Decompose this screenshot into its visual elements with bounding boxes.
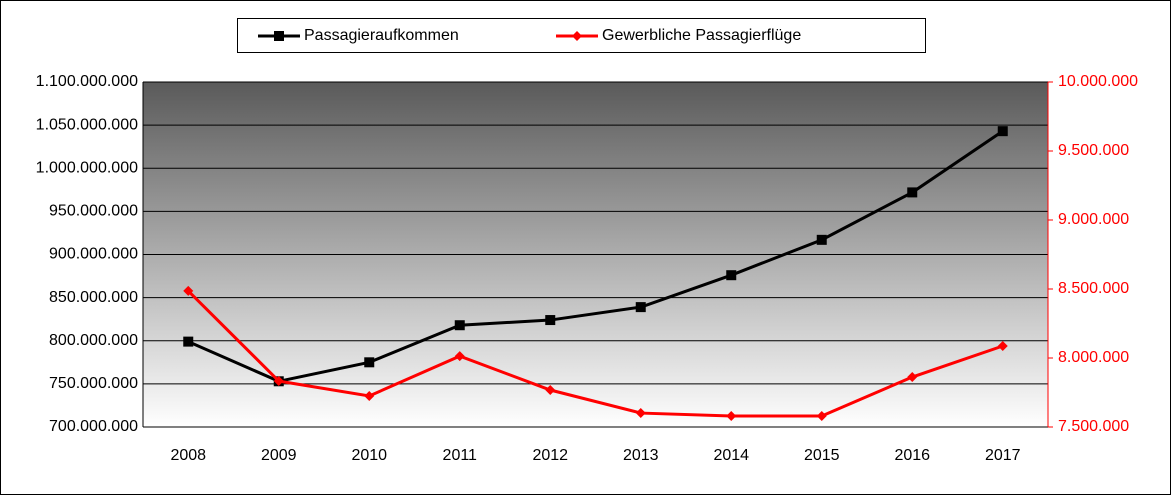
x-tick-label: 2009: [261, 447, 297, 464]
y-tick-label: 900.000.000: [49, 246, 138, 263]
point: [454, 351, 465, 362]
x-tick-label: 2013: [623, 447, 659, 464]
legend-marker: [572, 31, 582, 41]
y-tick-label: 750.000.000: [49, 375, 138, 392]
y2-tick-label: 9.000.000: [1058, 211, 1129, 228]
point: [907, 372, 918, 383]
legend-label: Passagieraufkommen: [304, 27, 459, 44]
x-tick-label: 2014: [713, 447, 749, 464]
point: [816, 234, 827, 245]
point: [183, 336, 194, 347]
point: [816, 410, 827, 421]
y-tick-label: 1.100.000.000: [36, 73, 138, 90]
y-tick-label: 800.000.000: [49, 332, 138, 349]
point: [635, 302, 646, 313]
x-tick-label: 2008: [170, 447, 206, 464]
legend-label: Gewerbliche Passagierflüge: [602, 27, 801, 44]
x-tick-label: 2016: [894, 447, 930, 464]
x-tick-label: 2015: [804, 447, 840, 464]
y-tick-label: 950.000.000: [49, 203, 138, 220]
point: [907, 187, 918, 198]
series-line: [187, 289, 1004, 418]
x-tick-label: 2012: [532, 447, 568, 464]
point: [273, 376, 284, 387]
y2-tick-label: 8.000.000: [1058, 349, 1129, 366]
point: [545, 315, 556, 326]
point: [726, 270, 737, 281]
y-tick-label: 850.000.000: [49, 289, 138, 306]
x-tick-label: 2010: [351, 447, 387, 464]
y2-tick-label: 10.000.000: [1058, 73, 1138, 90]
y2-tick-label: 8.500.000: [1058, 280, 1129, 297]
x-tick-label: 2017: [985, 447, 1021, 464]
y-tick-label: 1.000.000.000: [36, 159, 138, 176]
series-line: [187, 129, 1004, 383]
point: [364, 357, 375, 368]
point: [726, 410, 737, 421]
point: [183, 285, 194, 296]
y-tick-label: 700.000.000: [49, 418, 138, 435]
point: [997, 340, 1008, 351]
legend-marker: [274, 31, 284, 41]
x-tick-label: 2011: [443, 447, 478, 464]
point: [997, 126, 1008, 137]
point: [454, 320, 465, 331]
y2-tick-label: 9.500.000: [1058, 142, 1129, 159]
y-tick-label: 1.050.000.000: [36, 116, 138, 133]
point: [635, 408, 646, 419]
y2-tick-label: 7.500.000: [1058, 418, 1129, 435]
point: [545, 385, 556, 396]
point: [364, 390, 375, 401]
